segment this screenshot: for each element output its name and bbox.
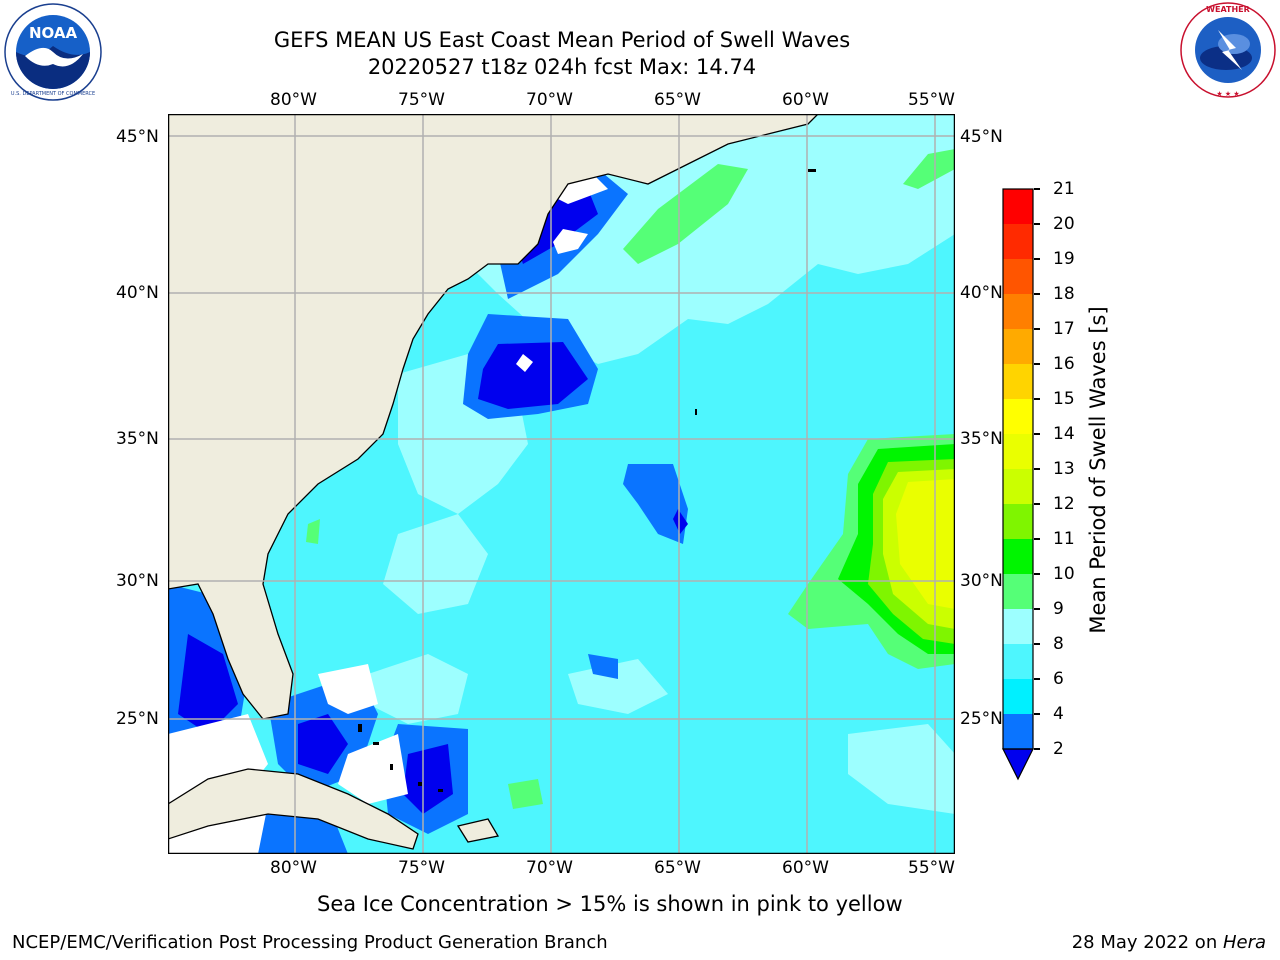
lon-label-bottom: 60°W [782,858,829,878]
map-title: GEFS MEAN US East Coast Mean Period of S… [273,28,851,52]
lat-label-right: 40°N [960,283,1003,303]
lat-label-left: 40°N [116,283,159,303]
lon-label-top: 80°W [270,90,317,110]
colorbar-tick-label: 15 [1053,389,1075,409]
colorbar-outline [1002,188,1034,750]
footer-credit: NCEP/EMC/Verification Post Processing Pr… [12,932,608,953]
footer-date: 28 May 2022 on [1071,932,1223,953]
colorbar-segment [1003,399,1033,434]
colorbar-tick-mark [1034,678,1040,680]
colorbar-tick-mark [1034,468,1040,470]
colorbar-segment [1003,574,1033,609]
footer-date-wrap: 28 May 2022 on Hera [1072,932,1266,953]
colorbar-segment [1003,189,1033,224]
land-north-america [168,114,819,720]
swell-period-map [168,114,955,854]
colorbar-tick-label: 4 [1053,704,1064,724]
colorbar-tick-label: 17 [1053,319,1075,339]
colorbar-tick-label: 11 [1053,529,1075,549]
colorbar-tick-label: 8 [1053,634,1064,654]
colorbar-tick-label: 20 [1053,214,1075,234]
lat-label-right: 30°N [960,571,1003,591]
colorbar-tick-mark [1034,573,1040,575]
colorbar-tick-mark [1034,433,1040,435]
colorbar-tick-mark [1034,293,1040,295]
colorbar-segment [1003,294,1033,329]
lon-label-bottom: 80°W [270,858,317,878]
colorbar-segment [1003,679,1033,714]
lat-label-right: 45°N [960,127,1003,147]
colorbar-tick-label: 13 [1053,459,1075,479]
noaa-logo: NOAA U.S. DEPARTMENT OF COMMERCE [4,3,102,101]
lon-label-top: 65°W [654,90,701,110]
colorbar-segment [1003,259,1033,294]
colorbar-segment [1003,609,1033,644]
colorbar-segment [1003,329,1033,364]
lon-label-bottom: 55°W [908,858,955,878]
svg-text:U.S. DEPARTMENT OF COMMERCE: U.S. DEPARTMENT OF COMMERCE [11,91,95,97]
map-frame [168,114,955,854]
lon-label-bottom: 75°W [398,858,445,878]
lat-label-left: 30°N [116,571,159,591]
contour-9-10s [306,149,955,809]
colorbar-tick-mark [1034,398,1040,400]
lon-label-top: 70°W [526,90,573,110]
colorbar-tick-mark [1034,713,1040,715]
lon-label-top: 55°W [908,90,955,110]
colorbar-tick-label: 14 [1053,424,1075,444]
svg-text:WEATHER: WEATHER [1206,5,1250,14]
colorbar-tick-mark [1034,538,1040,540]
colorbar-tick-label: 6 [1053,669,1064,689]
lon-label-top: 60°W [782,90,829,110]
colorbar-segment [1003,224,1033,259]
footer-host: Hera [1222,932,1266,953]
colorbar-segment [1003,469,1033,504]
colorbar-segment [1003,714,1033,749]
nws-logo: WEATHER ★ ★ ★ [1180,2,1276,98]
graticule [168,114,955,854]
colorbar-tick-mark [1034,363,1040,365]
lat-label-left: 35°N [116,429,159,449]
lat-label-right: 35°N [960,429,1003,449]
colorbar-segment [1003,539,1033,574]
lat-label-right: 25°N [960,709,1003,729]
colorbar-tick-label: 10 [1053,564,1075,584]
colorbar-label: Mean Period of Swell Waves [s] [1086,306,1110,634]
contour-long-period-east [788,434,955,669]
colorbar-tick-label: 21 [1053,179,1075,199]
colorbar-tick-mark [1034,328,1040,330]
colorbar-tick-mark [1034,258,1040,260]
colorbar-tick-label: 9 [1053,599,1064,619]
colorbar-tick-label: 12 [1053,494,1075,514]
colorbar-tick-mark [1034,643,1040,645]
land-bahamas [358,169,816,792]
colorbar-tick-mark [1034,608,1040,610]
colorbar-segment [1003,644,1033,679]
colorbar-tick-label: 18 [1053,284,1075,304]
land-cuba [168,768,419,850]
colorbar-tick-mark [1034,748,1040,750]
lon-label-bottom: 70°W [526,858,573,878]
colorbar-tick-label: 2 [1053,739,1064,759]
lat-label-left: 25°N [116,709,159,729]
colorbar [1002,188,1034,781]
map-subtitle: 20220527 t18z 024h fcst Max: 14.74 [367,55,757,79]
land-hispaniola [456,818,500,843]
svg-text:NOAA: NOAA [29,24,78,42]
colorbar-segment [1003,434,1033,469]
colorbar-tick-mark [1034,503,1040,505]
sea-ice-note: Sea Ice Concentration > 15% is shown in … [317,892,903,916]
colorbar-segment [1003,504,1033,539]
lon-label-bottom: 65°W [654,858,701,878]
lat-label-left: 45°N [116,127,159,147]
svg-text:★ ★ ★: ★ ★ ★ [1216,90,1239,98]
colorbar-segment [1003,364,1033,399]
colorbar-tick-label: 19 [1053,249,1075,269]
colorbar-tick-mark [1034,223,1040,225]
lon-label-top: 75°W [398,90,445,110]
colorbar-extend-triangle [1002,748,1034,781]
colorbar-tick-label: 16 [1053,354,1075,374]
colorbar-tick-mark [1034,188,1040,190]
